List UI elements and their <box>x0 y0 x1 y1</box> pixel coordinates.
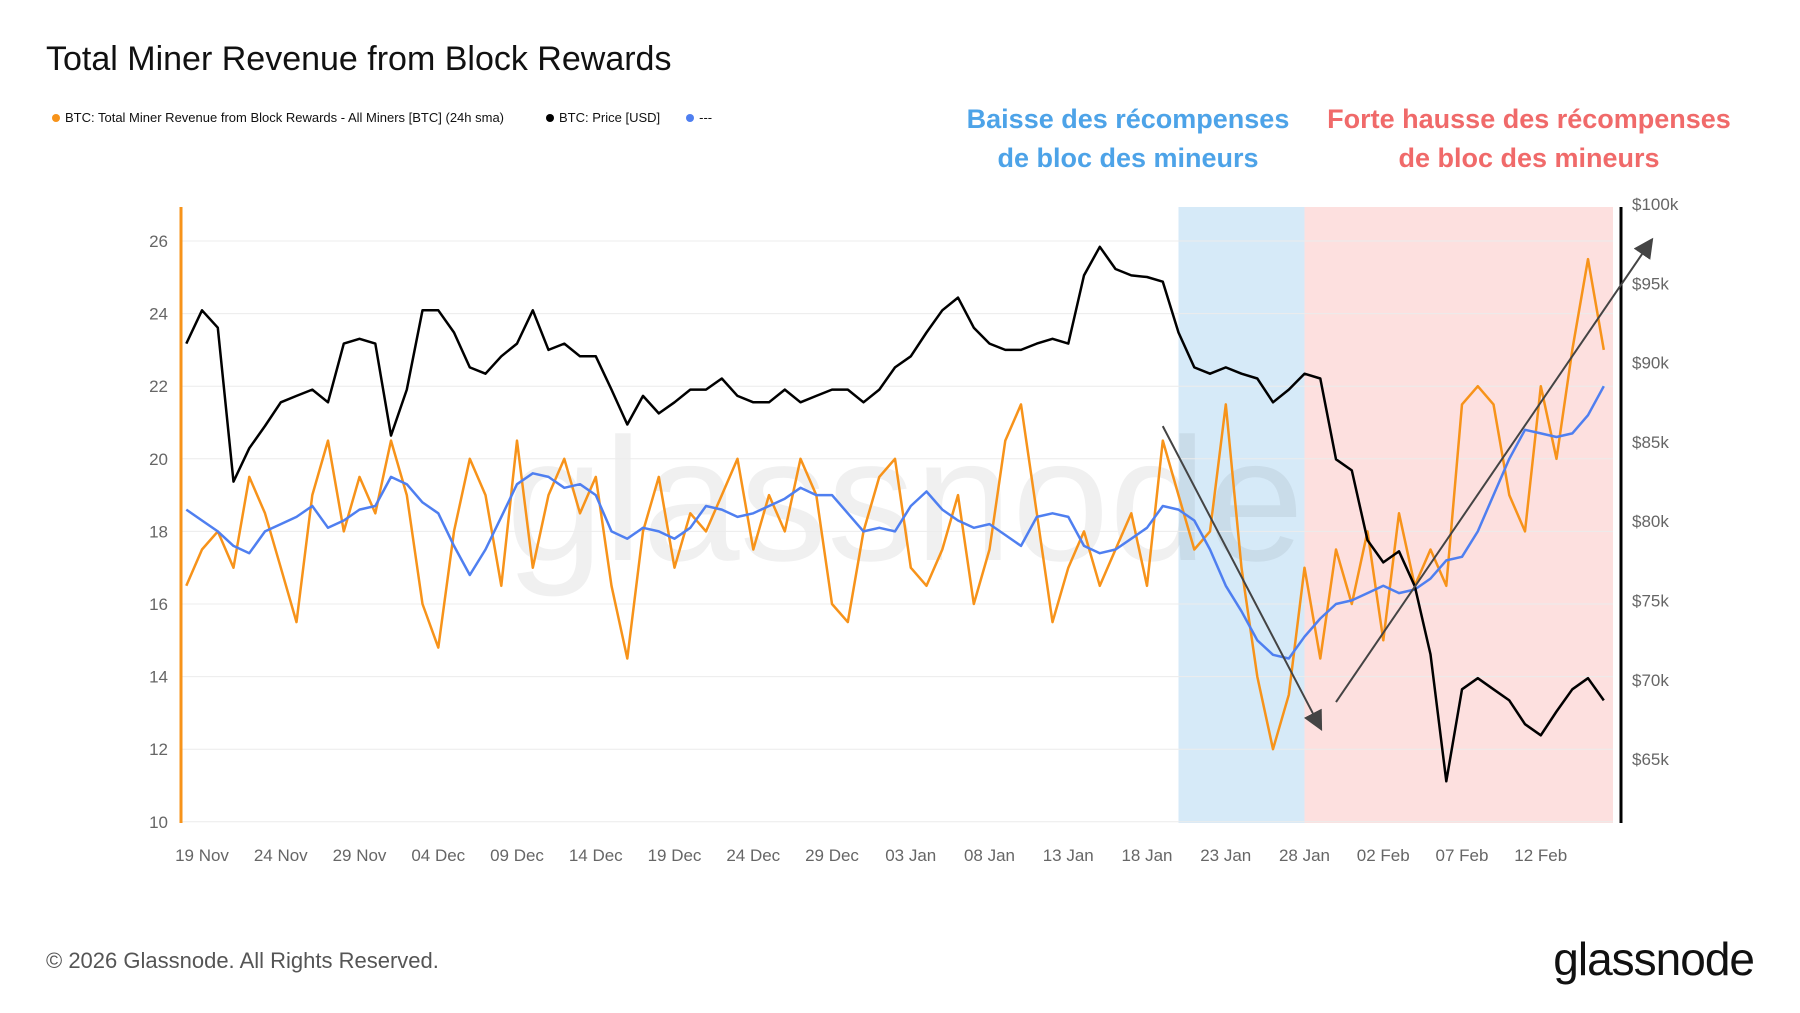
y-left-tick-label: 14 <box>149 668 168 687</box>
x-tick-label: 14 Dec <box>569 846 623 865</box>
series-line-sma <box>185 385 1605 660</box>
series-line-miner-revenue <box>185 257 1606 751</box>
y-right-tick-label: $75k <box>1632 592 1669 611</box>
y-left-tick-label: 16 <box>149 595 168 614</box>
x-tick-label: 23 Jan <box>1200 846 1251 865</box>
y-right-tick-label: $65k <box>1632 750 1669 769</box>
annotation-line: Baisse des récompenses <box>966 104 1290 134</box>
x-tick-label: 12 Feb <box>1514 846 1567 865</box>
x-tick-label: 02 Feb <box>1357 846 1410 865</box>
x-tick-label: 29 Dec <box>805 846 859 865</box>
chart-title: Total Miner Revenue from Block Rewards <box>46 40 672 78</box>
y-right-tick-label: $80k <box>1632 512 1669 531</box>
y-left-tick-label: 26 <box>149 232 168 251</box>
x-tick-label: 24 Dec <box>726 846 780 865</box>
annotation-line: de bloc des mineurs <box>1398 143 1660 173</box>
legend-label: BTC: Total Miner Revenue from Block Rewa… <box>65 110 505 125</box>
legend-dot-orange <box>52 113 60 122</box>
y-left-tick-label: 10 <box>149 813 168 832</box>
y-left-tick-label: 24 <box>149 305 168 324</box>
x-tick-label: 19 Nov <box>175 846 229 865</box>
shaded-region-decrease <box>1178 207 1315 823</box>
legend-item-miner-revenue[interactable]: BTC: Total Miner Revenue from Block Rewa… <box>52 110 504 125</box>
y-right-tick-label: $85k <box>1632 433 1669 452</box>
y-right-tick-label: $100k <box>1632 195 1679 214</box>
x-tick-label: 13 Jan <box>1043 846 1094 865</box>
trend-arrow-down <box>1161 425 1323 731</box>
x-tick-label: 19 Dec <box>648 846 702 865</box>
legend-dot-blue <box>686 113 695 122</box>
y-left-tick-label: 22 <box>149 377 168 396</box>
x-tick-label: 04 Dec <box>411 846 465 865</box>
x-tick-label: 29 Nov <box>333 846 387 865</box>
legend-dot-black <box>546 113 555 122</box>
x-tick-label: 18 Jan <box>1121 846 1172 865</box>
x-tick-label: 24 Nov <box>254 846 308 865</box>
y-left-tick-label: 20 <box>149 450 168 469</box>
annotation-decrease: Baisse des récompenses de bloc des mineu… <box>948 100 1308 178</box>
legend-label: --- <box>699 110 713 125</box>
copyright: © 2026 Glassnode. All Rights Reserved. <box>46 948 439 973</box>
x-tick-label: 09 Dec <box>490 846 544 865</box>
annotation-line: Forte hausse des récompenses <box>1327 104 1731 134</box>
annotation-increase: Forte hausse des récompenses de bloc des… <box>1309 100 1749 178</box>
glassnode-logo: glassnode <box>1553 933 1755 985</box>
legend-label: BTC: Price [USD] <box>559 110 661 125</box>
legend: BTC: Total Miner Revenue from Block Rewa… <box>52 110 754 125</box>
y-right-tick-label: $95k <box>1632 274 1669 293</box>
y-left-tick-label: 18 <box>149 522 168 541</box>
x-tick-label: 03 Jan <box>885 846 936 865</box>
watermark: glassnode <box>506 403 1304 598</box>
series-line-price <box>185 245 1605 783</box>
y-right-tick-label: $70k <box>1632 671 1669 690</box>
legend-item-sma[interactable]: --- <box>686 110 712 125</box>
x-tick-label: 08 Jan <box>964 846 1015 865</box>
annotation-line: de bloc des mineurs <box>997 143 1259 173</box>
x-tick-label: 07 Feb <box>1436 846 1489 865</box>
y-right-tick-label: $90k <box>1632 354 1669 373</box>
shaded-region-increase <box>1304 207 1613 823</box>
trend-arrow-up <box>1335 237 1654 703</box>
legend-item-price[interactable]: BTC: Price [USD] <box>546 110 660 125</box>
y-left-tick-label: 12 <box>149 740 168 759</box>
x-tick-label: 28 Jan <box>1279 846 1330 865</box>
